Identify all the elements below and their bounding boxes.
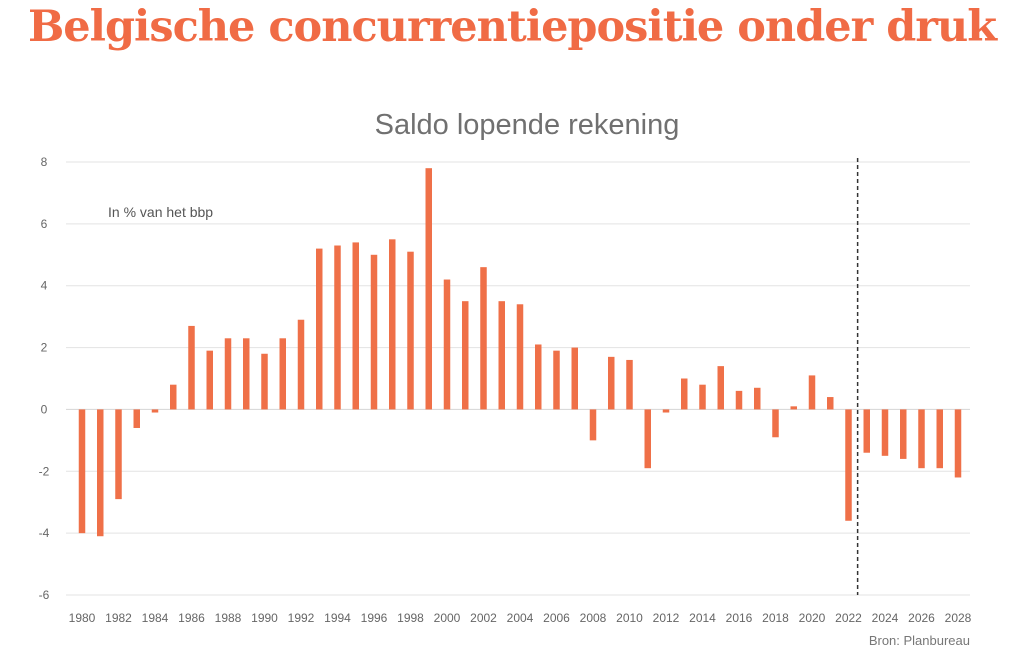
bar-1985 — [170, 384, 177, 410]
bar-2008 — [589, 409, 597, 441]
bar-2010 — [626, 359, 633, 410]
y-tick-label: 4 — [41, 279, 48, 293]
bar-2015 — [717, 366, 724, 410]
x-tick-label: 2016 — [726, 611, 753, 625]
bar-1988 — [224, 338, 232, 410]
x-tick-label: 2018 — [762, 611, 789, 625]
y-tick-label: 0 — [41, 402, 48, 416]
unit-label: In % van het bbp — [108, 204, 213, 220]
bar-2007 — [571, 347, 578, 410]
bar-2028 — [954, 409, 962, 478]
bar-1982 — [115, 409, 122, 500]
x-tick-label: 2002 — [470, 611, 497, 625]
bar-2004 — [516, 304, 524, 410]
bar-2017 — [754, 387, 761, 410]
x-tick-label: 2024 — [872, 611, 899, 625]
y-axis-ticks: -6 -4 -2 0 2 4 6 8 — [39, 155, 50, 602]
x-tick-label: 1988 — [215, 611, 242, 625]
bar-1984 — [151, 409, 159, 413]
x-tick-label: 2012 — [653, 611, 680, 625]
x-tick-label: 2026 — [908, 611, 935, 625]
bar-2011 — [644, 409, 651, 469]
x-tick-label: 2022 — [835, 611, 862, 625]
x-tick-label: 2010 — [616, 611, 643, 625]
x-tick-label: 2014 — [689, 611, 716, 625]
bar-1992 — [297, 319, 305, 410]
x-tick-label: 1998 — [397, 611, 424, 625]
bar-2001 — [462, 301, 469, 410]
bars — [78, 168, 962, 537]
x-tick-label: 2000 — [434, 611, 461, 625]
bar-2006 — [553, 350, 560, 410]
bar-1995 — [352, 242, 359, 410]
bar-2000 — [443, 279, 451, 410]
x-tick-label: 2004 — [507, 611, 534, 625]
bar-2003 — [498, 301, 505, 410]
x-tick-label: 2008 — [580, 611, 607, 625]
chart-title: Saldo lopende rekening — [375, 109, 680, 141]
bar-1986 — [188, 325, 195, 410]
bar-1996 — [370, 254, 378, 410]
bar-2013 — [681, 378, 688, 410]
bar-2012 — [662, 409, 670, 413]
bar-1980 — [78, 409, 86, 534]
bar-1981 — [97, 409, 104, 537]
bar-2018 — [772, 409, 779, 438]
x-tick-label: 1992 — [288, 611, 315, 625]
x-tick-label: 1986 — [178, 611, 205, 625]
bar-2021 — [827, 397, 834, 410]
bar-1987 — [206, 350, 213, 410]
headline: Belgische concurrentiepositie onder druk — [27, 2, 997, 52]
bar-2022 — [845, 409, 852, 521]
bar-2024 — [881, 409, 889, 456]
bar-2025 — [900, 409, 907, 459]
x-tick-label: 1996 — [361, 611, 388, 625]
bar-2009 — [608, 356, 615, 410]
bar-1983 — [133, 409, 140, 428]
bar-2020 — [808, 375, 816, 410]
bar-2002 — [480, 267, 487, 410]
x-tick-label: 1990 — [251, 611, 278, 625]
x-axis-ticks: 1980 1982 1984 1986 1988 1990 1992 1994 1996 1998… — [69, 611, 972, 625]
bar-2014 — [699, 384, 706, 410]
x-tick-label: 2020 — [799, 611, 826, 625]
bar-2023 — [863, 409, 870, 453]
bar-2026 — [918, 409, 925, 469]
bar-2016 — [735, 390, 743, 410]
bar-1999 — [425, 168, 432, 410]
x-tick-label: 1984 — [142, 611, 169, 625]
source-note: Bron: Planbureau — [869, 633, 970, 648]
bar-1991 — [279, 338, 286, 410]
bar-2019 — [790, 406, 797, 410]
x-tick-label: 2028 — [945, 611, 972, 625]
bar-1990 — [261, 353, 268, 410]
y-tick-label: -2 — [39, 464, 50, 478]
y-tick-label: -6 — [39, 588, 50, 602]
bar-1994 — [334, 245, 341, 410]
y-tick-label: 8 — [41, 155, 48, 169]
bar-1998 — [407, 251, 414, 410]
bar-2005 — [535, 344, 542, 410]
bar-2027 — [936, 409, 943, 469]
bar-1997 — [389, 239, 396, 410]
x-tick-label: 1982 — [105, 611, 132, 625]
x-tick-label: 1994 — [324, 611, 351, 625]
y-tick-label: 6 — [41, 217, 48, 231]
bar-1989 — [243, 338, 250, 410]
x-tick-label: 2006 — [543, 611, 570, 625]
y-tick-label: 2 — [41, 341, 48, 355]
gridlines — [66, 161, 970, 596]
x-tick-label: 1980 — [69, 611, 96, 625]
bar-1993 — [316, 248, 323, 410]
y-tick-label: -4 — [39, 526, 50, 540]
